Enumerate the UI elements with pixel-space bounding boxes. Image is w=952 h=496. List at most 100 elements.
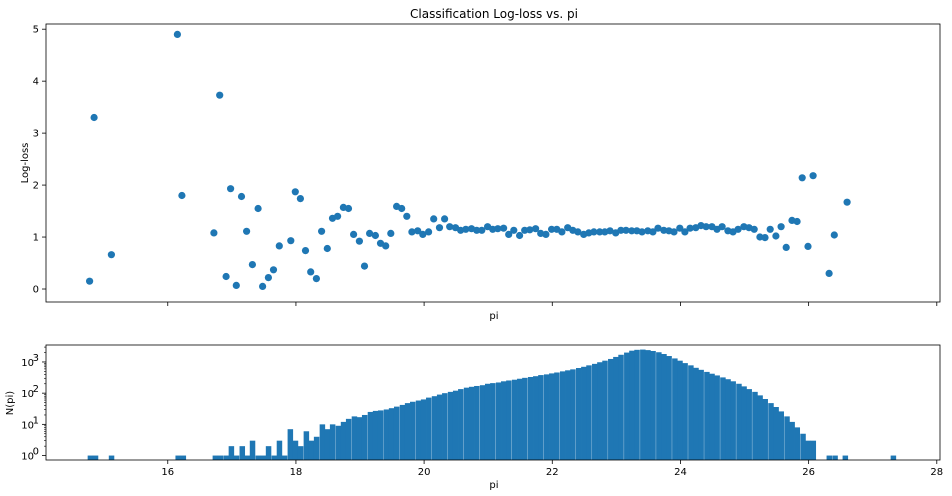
histogram-bar xyxy=(789,421,795,460)
scatter-point xyxy=(398,204,406,213)
scatter-point xyxy=(542,230,550,238)
histogram-bar xyxy=(415,400,422,460)
histogram-bar xyxy=(629,350,635,460)
histogram-bar xyxy=(447,391,454,460)
histogram-bar xyxy=(303,431,310,460)
scatter-point xyxy=(494,225,502,233)
scatter-point xyxy=(500,224,508,232)
histogram-bar xyxy=(479,385,486,460)
histogram-bar xyxy=(271,455,278,460)
scatter-point xyxy=(291,188,299,196)
histogram-bar xyxy=(452,390,459,460)
scatter-point xyxy=(222,272,230,281)
scatter-point xyxy=(227,185,235,193)
histogram-x-axis-label: pi xyxy=(489,480,498,491)
scatter-point xyxy=(462,225,470,233)
histogram-bar xyxy=(800,433,806,460)
histogram-bar xyxy=(495,382,502,460)
histogram-bar xyxy=(367,411,374,460)
histogram-bar xyxy=(361,414,368,460)
scatter-point xyxy=(382,242,390,250)
scatter-y-tick-label: 3 xyxy=(33,129,39,140)
histogram-bar xyxy=(356,417,363,460)
scatter-point xyxy=(798,174,806,182)
histogram-bar xyxy=(260,455,267,460)
histogram-bar xyxy=(249,440,256,460)
scatter-point xyxy=(403,212,411,220)
histogram-bar xyxy=(522,377,528,460)
scatter-point xyxy=(419,230,427,238)
scatter-point xyxy=(516,231,524,240)
histogram-bar xyxy=(292,440,299,460)
histogram-bar xyxy=(265,446,272,460)
histogram-y-tick-label: 10 xyxy=(21,452,34,463)
scatter-point xyxy=(766,225,774,233)
scatter-point xyxy=(505,230,513,238)
scatter-point xyxy=(387,229,395,237)
scatter-point xyxy=(446,223,454,231)
histogram-bar xyxy=(458,389,464,460)
histogram-bar xyxy=(490,383,496,460)
histogram-bar xyxy=(698,369,704,460)
histogram-bar xyxy=(682,363,688,460)
histogram-bar xyxy=(506,380,512,460)
scatter-point xyxy=(259,282,267,290)
histogram-bar xyxy=(108,455,115,460)
histogram-bar xyxy=(661,354,667,460)
histogram-bar xyxy=(602,360,608,460)
scatter-y-tick-label: 2 xyxy=(33,181,39,192)
scatter-point xyxy=(243,227,251,235)
scatter-point xyxy=(275,242,283,250)
histogram-bar xyxy=(741,386,747,460)
histogram-bar xyxy=(335,425,342,460)
scatter-point xyxy=(425,228,433,236)
scatter-chart-title: Classification Log-loss vs. pi xyxy=(410,7,578,21)
histogram-bar xyxy=(217,455,224,460)
histogram-bar xyxy=(436,394,443,460)
scatter-point xyxy=(596,228,604,236)
histogram-bar xyxy=(592,363,598,460)
histogram-bar xyxy=(709,373,715,460)
histogram-bar xyxy=(768,403,774,460)
scatter-point xyxy=(809,172,817,180)
scatter-point xyxy=(360,262,369,270)
scatter-point xyxy=(622,226,630,234)
histogram-bar xyxy=(586,365,592,460)
histogram-bar xyxy=(613,356,619,460)
scatter-point xyxy=(441,215,449,223)
histogram-bar xyxy=(890,455,897,460)
histogram-bar xyxy=(228,446,235,460)
histogram-bar xyxy=(624,352,630,460)
scatter-point xyxy=(686,224,694,232)
histogram-bar xyxy=(442,393,448,460)
histogram-bar xyxy=(757,395,763,460)
histogram-bar xyxy=(517,378,523,460)
scatter-point xyxy=(248,261,256,269)
histogram-bar xyxy=(383,409,390,460)
scatter-point xyxy=(654,224,662,232)
histogram-bar xyxy=(484,383,491,460)
scatter-y-ticks: 0 1 2 3 4 5 xyxy=(33,25,46,296)
scatter-point xyxy=(750,225,758,233)
scatter-point xyxy=(414,227,422,235)
histogram-bar xyxy=(244,455,251,460)
histogram-bar xyxy=(175,455,181,460)
histogram-bar xyxy=(399,404,406,460)
scatter-point xyxy=(718,223,726,231)
histogram-x-tick-label: 20 xyxy=(418,467,431,478)
histogram-bar xyxy=(736,383,742,460)
histogram-bar xyxy=(426,397,432,460)
scatter-point xyxy=(237,192,246,201)
scatter-plot-frame xyxy=(45,23,941,303)
scatter-point xyxy=(269,266,278,274)
histogram-y-tick-label: 10 xyxy=(21,358,34,369)
histogram-x-tick-label: 26 xyxy=(802,467,815,478)
histogram-bar xyxy=(297,446,304,460)
histogram-bar xyxy=(650,350,656,460)
histogram-bar xyxy=(308,440,315,460)
scatter-point xyxy=(90,113,98,122)
histogram-bar xyxy=(656,352,662,460)
histogram-bar xyxy=(431,396,438,460)
histogram-bar xyxy=(618,354,624,460)
histogram-bar xyxy=(677,360,683,460)
